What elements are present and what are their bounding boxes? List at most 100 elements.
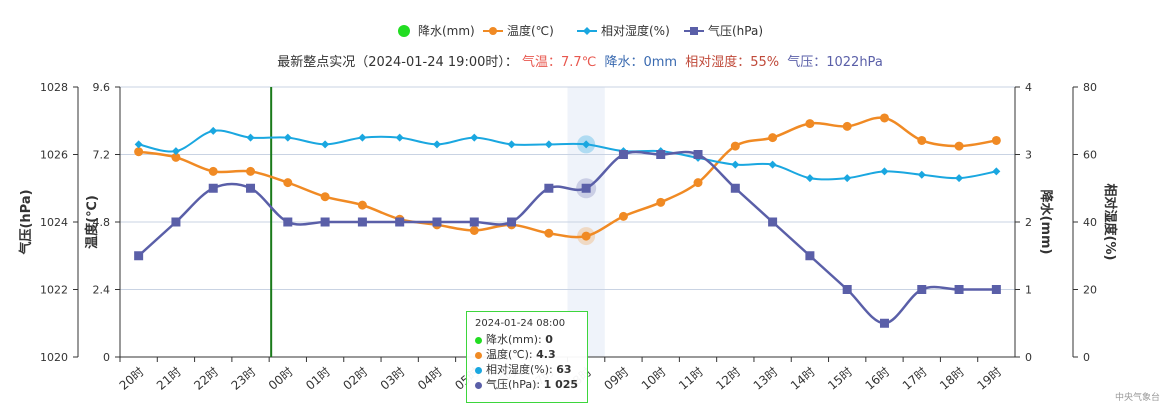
- tick-label-humidity: 40: [1083, 216, 1097, 229]
- tick-label-precip: 2: [1025, 216, 1032, 229]
- tick-label-temp: 4.8: [93, 216, 111, 229]
- tick-label-precip: 4: [1025, 81, 1032, 94]
- temp-point: [768, 133, 778, 143]
- humidity-point: [768, 160, 777, 169]
- tick-label-humidity: 0: [1083, 351, 1090, 364]
- temp-point: [283, 178, 293, 188]
- pressure-point: [357, 217, 367, 227]
- pressure-point: [581, 183, 591, 193]
- humidity-point: [246, 133, 255, 142]
- humidity-point: [955, 174, 964, 183]
- temp-point: [171, 152, 181, 162]
- chart-tooltip: 2024-01-24 08:00 降水(mm): 0 温度(℃): 4.3 相对湿度…: [466, 311, 588, 403]
- temp-point: [469, 225, 479, 235]
- humidity-point: [917, 170, 926, 179]
- x-tick-label: 16时: [863, 365, 893, 393]
- temp-point: [805, 119, 815, 129]
- tick-label-temp: 7.2: [93, 149, 111, 162]
- legend-label-temp: 温度(℃): [507, 23, 554, 38]
- tooltip-dot-precip: [475, 336, 482, 344]
- tick-label-temp: 2.4: [93, 284, 111, 297]
- tooltip-value-precip: 0: [545, 333, 553, 346]
- humidity-point: [731, 160, 740, 169]
- tooltip-dot-humidity: [475, 366, 482, 374]
- humidity-point: [134, 140, 143, 149]
- tick-label-precip: 1: [1025, 284, 1032, 297]
- x-tick-label: 02时: [340, 365, 370, 393]
- subtitle-prefix: 最新整点实况（2024-01-24 19:00时）：: [277, 54, 518, 70]
- tooltip-dot-temp: [475, 351, 482, 359]
- temp-point: [357, 200, 367, 210]
- pressure-point: [805, 251, 815, 261]
- humidity-point: [880, 167, 889, 176]
- x-tick-label: 21时: [154, 365, 184, 393]
- pressure-point: [432, 217, 442, 227]
- temp-point: [842, 121, 852, 131]
- legend-label-precip: 降水(mm): [418, 24, 475, 38]
- tooltip-time: 2024-01-24 08:00: [475, 318, 566, 329]
- tooltip-row-pressure: 气压(hPa): 1 025: [475, 377, 579, 392]
- legend-icon-temp: [489, 27, 497, 35]
- tooltip-row-temp: 温度(℃): 4.3: [475, 347, 579, 362]
- axis-title-humidity: 相对湿度(%): [1102, 184, 1118, 261]
- pressure-point: [134, 251, 144, 261]
- x-tick-label: 17时: [900, 365, 930, 393]
- pressure-point: [991, 285, 1001, 294]
- tooltip-label-pressure: 气压(hPa):: [486, 378, 544, 391]
- x-tick-label: 19时: [974, 365, 1004, 393]
- pressure-point: [954, 285, 964, 294]
- humidity-point: [171, 147, 180, 156]
- x-tick-label: 11时: [676, 365, 706, 393]
- pressure-point: [171, 217, 181, 227]
- temp-point: [246, 166, 256, 176]
- humidity-point: [544, 140, 553, 149]
- tick-label-pressure: 1026: [40, 149, 68, 162]
- temp-point: [618, 211, 628, 221]
- legend-label-pressure: 气压(hPa): [708, 23, 763, 38]
- subtitle-pressure: 气压：1022hPa: [787, 54, 883, 70]
- temp-point: [581, 231, 591, 241]
- pressure-point: [917, 285, 927, 294]
- subtitle-precip: 降水：0mm: [604, 55, 677, 70]
- temp-point: [917, 135, 927, 145]
- humidity-point: [358, 133, 367, 142]
- tick-label-humidity: 20: [1083, 284, 1097, 297]
- temp-point: [134, 147, 144, 157]
- humidity-point: [507, 140, 516, 149]
- humidity-point: [843, 174, 852, 183]
- tooltip-label-precip: 降水(mm):: [486, 333, 546, 346]
- humidity-point: [321, 140, 330, 149]
- pressure-point: [656, 150, 666, 159]
- humidity-point: [209, 126, 218, 135]
- temp-point: [208, 166, 218, 176]
- pressure-point: [768, 217, 778, 227]
- axis-title-precip: 降水(mm): [1038, 190, 1054, 255]
- tooltip-row-humidity: 相对湿度(%): 63: [475, 362, 579, 377]
- temp-point: [991, 135, 1001, 145]
- humidity-point: [805, 174, 814, 183]
- tick-label-pressure: 1022: [40, 284, 68, 297]
- chart-subtitle: 最新整点实况（2024-01-24 19:00时）： 气温：7.7℃ 降水：0m…: [277, 54, 883, 70]
- x-tick-label: 20时: [117, 365, 147, 393]
- humidity-point: [470, 133, 479, 142]
- tick-label-temp: 0: [103, 351, 110, 364]
- x-tick-label: 04时: [415, 365, 445, 393]
- x-tick-label: 12时: [713, 365, 743, 393]
- tick-label-pressure: 1028: [40, 81, 68, 94]
- x-tick-label: 22时: [191, 365, 221, 393]
- axis-title-pressure: 气压(hPa): [18, 189, 34, 254]
- pressure-point: [469, 217, 479, 227]
- pressure-point: [544, 183, 554, 193]
- tick-label-humidity: 80: [1083, 81, 1097, 94]
- pressure-point: [246, 183, 256, 193]
- temp-point: [879, 113, 889, 123]
- humidity-point: [992, 167, 1001, 176]
- x-tick-label: 14时: [788, 365, 818, 393]
- pressure-point: [507, 217, 517, 227]
- tick-label-temp: 9.6: [93, 81, 111, 94]
- x-tick-label: 13时: [751, 365, 781, 393]
- pressure-point: [618, 150, 628, 159]
- x-tick-label: 10时: [639, 365, 669, 393]
- pressure-point: [395, 217, 405, 227]
